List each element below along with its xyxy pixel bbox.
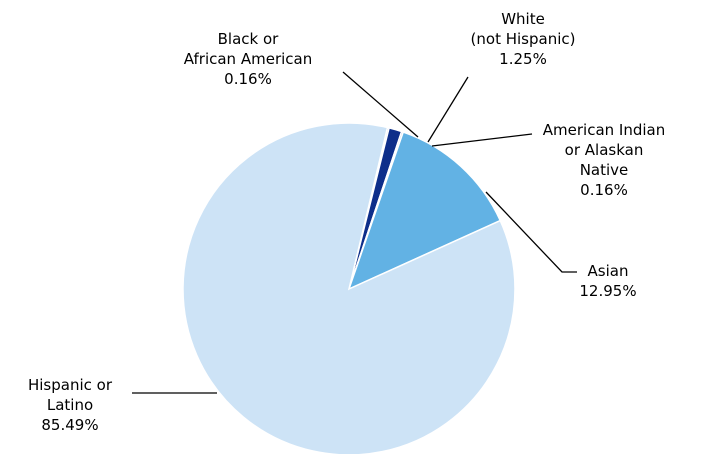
leader-line (427, 76, 469, 143)
slice-name-label: American Indian (543, 121, 665, 139)
slice-percent-label: 12.95% (579, 282, 636, 300)
pie-slice-hispanic-or-latino (182, 122, 516, 454)
slice-name-label: White (501, 10, 545, 28)
slice-label: American Indian or Alaskan Native 0.16% (543, 121, 665, 199)
slice-name-label: Black or (218, 30, 280, 48)
slice-name-label: (not Hispanic) (471, 30, 576, 48)
slice-label: White (not Hispanic) 1.25% (471, 10, 576, 68)
pie-slice-asian (347, 131, 502, 291)
leader-line (485, 191, 577, 273)
slice-name-label: Native (580, 161, 629, 179)
slice-labels: Black or African American 0.16% White (not H… (28, 10, 665, 434)
slice-name-label: African American (184, 50, 312, 68)
slice-percent-label: 1.25% (499, 50, 547, 68)
slice-percent-label: 0.16% (224, 70, 272, 88)
slice-name-label: Asian (588, 262, 629, 280)
slice-percent-label: 0.16% (580, 181, 628, 199)
leader-lines (132, 71, 577, 394)
slice-name-label: Latino (47, 396, 93, 414)
slice-label: Asian 12.95% (579, 262, 636, 300)
slice-name-label: or Alaskan (565, 141, 644, 159)
leader-line (431, 133, 533, 147)
slice-label: Hispanic or Latino 85.49% (28, 376, 113, 434)
slice-label: Black or African American 0.16% (184, 30, 312, 88)
leader-line (342, 71, 419, 138)
slice-name-label: Hispanic or (28, 376, 113, 394)
slice-percent-label: 85.49% (41, 416, 98, 434)
pie-slices (182, 122, 516, 454)
